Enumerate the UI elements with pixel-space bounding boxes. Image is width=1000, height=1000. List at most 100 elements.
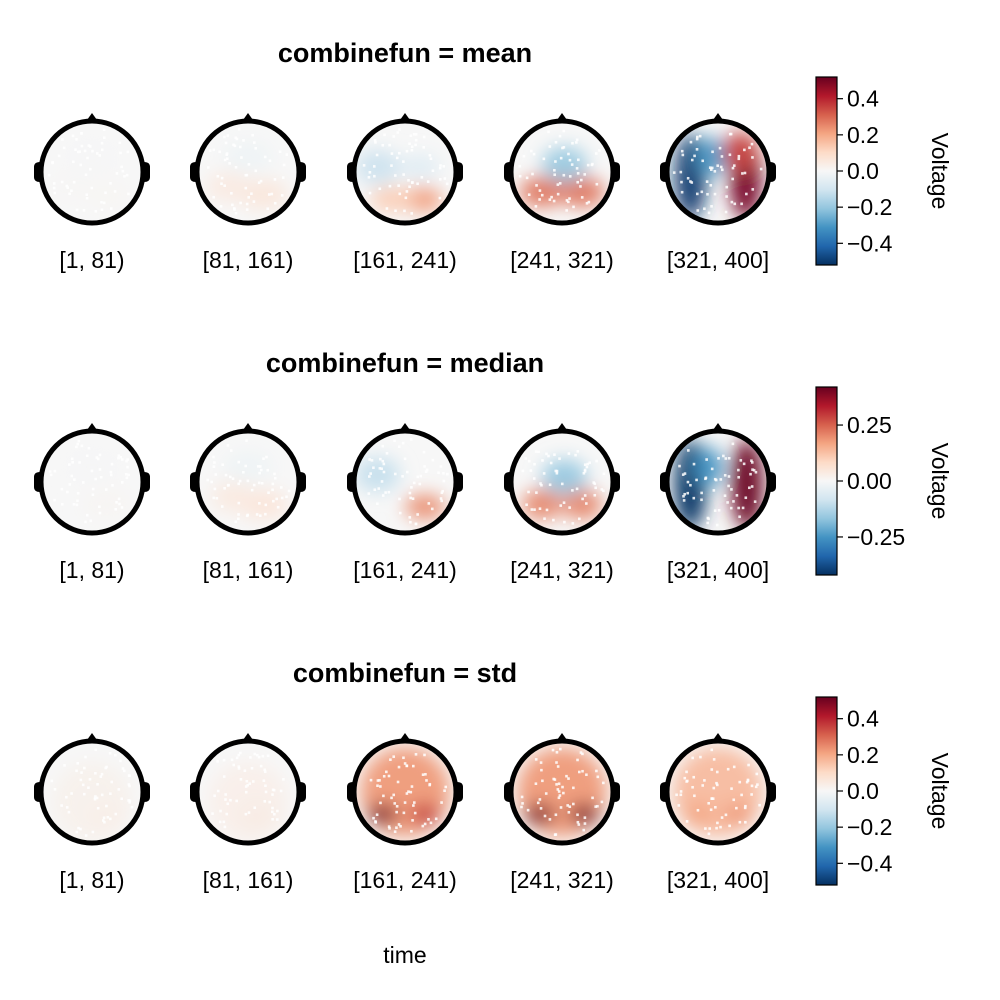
electrode-dot [709, 168, 713, 171]
electrode-dot [414, 138, 418, 142]
electrode-dot [602, 781, 605, 785]
electrode-dot [388, 827, 391, 830]
electrode-dot [100, 772, 104, 776]
electrode-dot [719, 825, 722, 829]
time-bin-label: [321, 400] [667, 247, 769, 273]
electrode-dot [730, 488, 733, 491]
electrode-dot [53, 788, 57, 791]
electrode-dot [222, 758, 226, 762]
electrode-dot [394, 209, 397, 213]
electrode-dot [280, 496, 284, 500]
electrode-dot [117, 456, 120, 460]
electrode-dot [401, 475, 404, 478]
electrode-dot [126, 458, 129, 461]
electrode-dot [212, 148, 216, 152]
electrode-dot [424, 772, 427, 776]
electrode-dot [382, 462, 386, 466]
electrode-dot [559, 806, 563, 809]
electrode-dot [732, 798, 736, 802]
electrode-dot [83, 766, 86, 770]
topoplot-head [504, 423, 620, 536]
electrode-dot [577, 158, 580, 162]
electrode-dot [84, 755, 87, 759]
electrode-dot [242, 139, 245, 142]
colorbar-gradient [815, 76, 838, 266]
electrode-dot [91, 149, 94, 153]
electrode-dot [213, 794, 216, 798]
electrode-dot [705, 458, 708, 461]
electrode-dot [411, 819, 414, 822]
electrode-dot [695, 148, 699, 151]
electrode-dot [244, 790, 248, 794]
electrode-dot [127, 774, 131, 777]
electrode-dot [439, 497, 443, 500]
electrode-dot [70, 457, 74, 461]
electrode-dot [672, 171, 676, 174]
electrode-dot [398, 128, 401, 131]
electrode-dot [264, 784, 267, 788]
electrode-dot [754, 470, 758, 474]
electrode-dot [70, 792, 73, 795]
electrode-dot [98, 468, 102, 471]
electrode-dot [245, 779, 249, 783]
electrode-dot [75, 445, 78, 449]
electrode-dot [727, 475, 731, 478]
electrode-dot [262, 457, 265, 461]
electrode-dot [703, 207, 706, 211]
electrode-dot [120, 506, 124, 509]
electrode-dot [228, 162, 231, 165]
electrode-dot [748, 146, 751, 150]
electrode-dot [419, 474, 423, 478]
electrode-dot [431, 169, 435, 173]
topoplot-head [347, 113, 463, 226]
electrode-dot [521, 802, 524, 805]
electrode-dot [261, 754, 265, 758]
electrode-dot [534, 205, 538, 208]
electrode-dot [561, 785, 564, 789]
electrode-dot [276, 505, 280, 509]
electrode-dot [542, 157, 546, 161]
electrode-dot [237, 765, 241, 768]
left-ear-shape [190, 162, 196, 182]
electrode-dot [739, 459, 743, 462]
electrode-dot [696, 192, 699, 196]
electrode-dot [208, 149, 212, 152]
electrode-dot [751, 468, 754, 471]
electrode-dot [732, 765, 736, 769]
electrode-markers [206, 439, 291, 524]
electrode-dot [130, 805, 134, 809]
electrode-dot [380, 467, 383, 471]
electrode-dot [521, 469, 525, 473]
electrode-dot [110, 207, 113, 210]
panel-title: combinefun = median [266, 348, 544, 378]
electrode-dot [76, 499, 79, 503]
electrode-dot [675, 793, 678, 797]
right-ear-shape [144, 162, 150, 182]
right-ear-shape [770, 472, 776, 492]
electrode-dot [755, 772, 759, 776]
topoplot-head [504, 733, 620, 846]
electrode-dot [418, 482, 422, 486]
electrode-dot [256, 753, 259, 757]
electrode-dot [560, 482, 564, 486]
electrode-dot [568, 197, 571, 200]
electrode-dot [759, 167, 763, 171]
electrode-dot [596, 804, 599, 808]
electrode-dot [367, 492, 371, 495]
electrode-dot [100, 208, 104, 212]
electrode-dot [707, 832, 711, 836]
electrode-dot [84, 834, 88, 837]
electrode-dot [109, 470, 113, 474]
colorbar-tick-label: 0.0 [847, 158, 879, 184]
electrode-dot [393, 830, 397, 833]
electrode-dot [226, 444, 230, 447]
electrode-dot [567, 200, 570, 204]
electrode-dot [218, 150, 221, 154]
time-bin-label: [1, 81) [59, 247, 124, 273]
electrode-dot [244, 812, 248, 816]
electrode-dot [70, 474, 74, 478]
electrode-dot [718, 146, 722, 150]
electrode-dot [557, 790, 561, 793]
electrode-dot [213, 461, 216, 464]
electrode-dot [742, 462, 746, 466]
